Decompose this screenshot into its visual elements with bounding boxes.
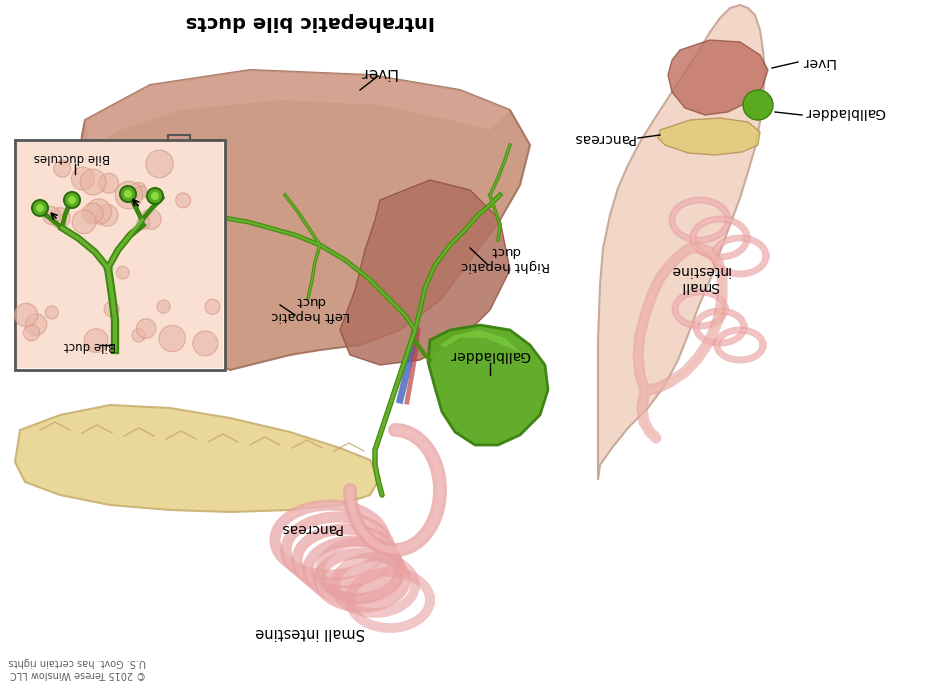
Circle shape [124,190,132,198]
Bar [17,142,223,368]
Circle shape [72,167,94,190]
Circle shape [137,216,150,230]
Circle shape [140,209,161,230]
Polygon shape [668,40,768,115]
Circle shape [46,306,59,319]
Polygon shape [80,70,530,370]
Text: Bile ductules: Bile ductules [33,151,110,164]
Polygon shape [340,180,510,365]
Circle shape [80,169,106,195]
Circle shape [104,302,119,317]
Text: Pancreas: Pancreas [573,131,635,145]
Circle shape [49,208,70,228]
Circle shape [73,210,96,234]
Circle shape [23,325,40,341]
Text: © 2015 Terese Winslow LLC
U.S. Govt. has certain rights: © 2015 Terese Winslow LLC U.S. Govt. has… [8,657,145,679]
Text: Left hepatic
duct: Left hepatic duct [271,294,350,322]
Circle shape [83,203,103,224]
Circle shape [25,314,46,335]
Circle shape [157,300,170,313]
Circle shape [146,150,173,178]
Bar [15,140,225,370]
Circle shape [159,326,185,351]
Text: Small intestine: Small intestine [255,624,365,640]
Circle shape [205,299,220,314]
Polygon shape [440,330,520,352]
Circle shape [137,318,156,338]
Circle shape [86,199,112,224]
Circle shape [743,90,773,120]
Circle shape [151,192,159,200]
Text: Intrahepatic bile ducts: Intrahepatic bile ducts [185,13,434,32]
Circle shape [43,206,60,225]
Text: Small
intestine: Small intestine [670,263,730,293]
Circle shape [14,303,38,327]
Circle shape [193,331,218,356]
Circle shape [120,186,136,202]
Polygon shape [598,5,765,480]
Circle shape [115,181,142,209]
Circle shape [132,328,145,342]
Circle shape [147,188,163,204]
Circle shape [85,329,108,353]
Polygon shape [85,70,510,150]
Circle shape [68,196,76,204]
Circle shape [96,204,118,226]
Circle shape [64,192,80,208]
Text: Gallbladder: Gallbladder [805,105,885,119]
Text: Right hepatic
duct: Right hepatic duct [460,244,550,272]
Text: Pancreas: Pancreas [279,521,341,535]
Circle shape [99,173,119,193]
Bar [168,135,190,157]
Circle shape [131,183,146,197]
Polygon shape [15,405,380,512]
Circle shape [134,186,147,199]
Circle shape [54,160,71,177]
Circle shape [36,204,44,212]
Circle shape [32,200,48,216]
Circle shape [176,193,191,208]
Text: Liver: Liver [800,55,834,69]
Text: Bile duct: Bile duct [64,339,116,351]
Text: Liver: Liver [359,64,397,80]
Polygon shape [428,325,548,445]
Polygon shape [658,118,760,155]
Circle shape [116,266,129,279]
Text: Gallbladder: Gallbladder [450,348,530,362]
